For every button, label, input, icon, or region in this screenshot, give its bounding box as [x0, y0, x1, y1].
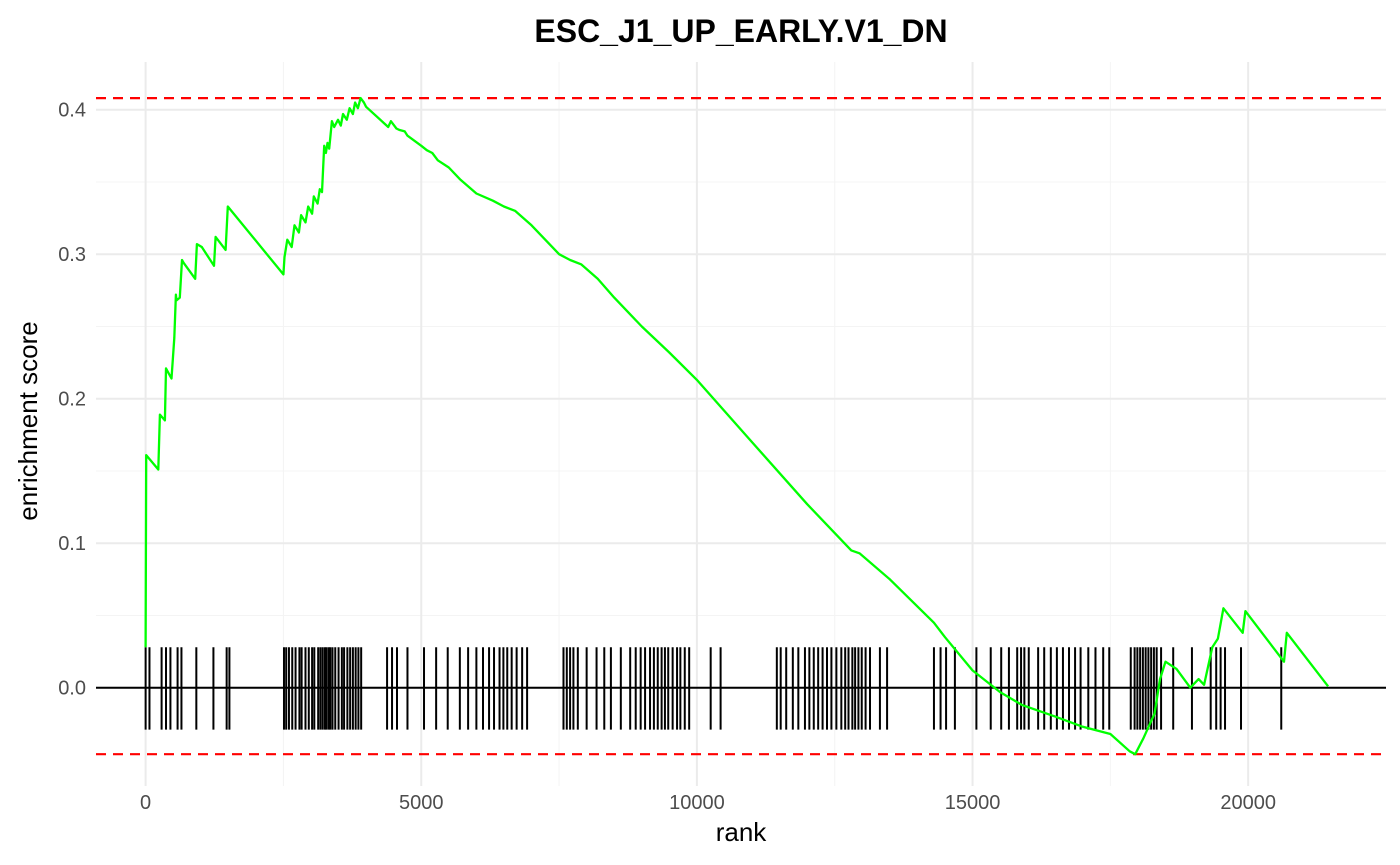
- y-tick-label: 0.2: [58, 389, 86, 411]
- y-tick-label: 0.0: [58, 678, 86, 700]
- x-tick-label: 10000: [669, 792, 725, 814]
- x-tick-label: 15000: [945, 792, 1001, 814]
- threshold-lines: [96, 97, 1386, 756]
- x-tick-label: 0: [140, 792, 151, 814]
- x-tick-label: 5000: [399, 792, 444, 814]
- x-tick-label: 20000: [1220, 792, 1276, 814]
- x-axis-ticks: 0 5000 10000 15000 20000: [140, 792, 1276, 814]
- x-axis-label: rank: [716, 817, 768, 847]
- chart-title: ESC_J1_UP_EARLY.V1_DN: [534, 13, 947, 49]
- y-tick-label: 0.4: [58, 100, 86, 122]
- enrichment-curve-line: [144, 96, 1330, 756]
- y-axis-label: enrichment score: [13, 321, 43, 520]
- enrichment-curve: [144, 96, 1330, 756]
- y-tick-label: 0.1: [58, 533, 86, 555]
- y-tick-label: 0.3: [58, 244, 86, 266]
- y-axis-ticks: 0.0 0.1 0.2 0.3 0.4: [58, 100, 86, 700]
